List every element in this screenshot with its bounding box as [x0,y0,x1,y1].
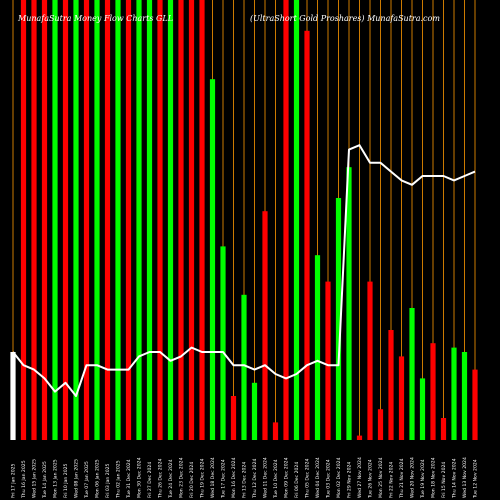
volume-bar [199,0,205,440]
volume-bar [146,0,153,440]
x-tick-label: Thu 26 Dec 2024 [158,458,164,499]
x-tick-label: Thu 14 Nov 2024 [452,458,458,499]
volume-bar [314,255,321,440]
volume-bar [367,281,373,440]
x-tick-label: Thu 21 Nov 2024 [399,458,405,499]
volume-bar [304,30,310,441]
x-tick-label: Fri 15 Nov 2024 [441,462,447,498]
x-tick-label: Mon 16 Dec 2024 [231,457,237,498]
volume-bar [104,0,111,440]
volume-bar [178,0,184,440]
x-tick-label: Wed 20 Nov 2024 [410,457,416,498]
x-tick-label: Fri 03 Jan 2025 [105,463,111,498]
x-tick-label: Fri 27 Dec 2024 [147,462,153,498]
x-tick-label: Tue 07 Jan 2025 [84,461,90,499]
x-tick-label: Wed 11 Dec 2024 [263,457,269,498]
volume-bar [220,246,226,440]
volume-bar [188,0,195,440]
x-tick-label: Tue 31 Dec 2024 [126,459,132,499]
volume-bar [335,198,342,440]
volume-bar [62,0,69,440]
volume-bar [136,0,142,440]
volume-bar [251,382,258,440]
volume-bar [461,352,468,440]
volume-bar [209,79,216,440]
x-tick-label: Fri 06 Dec 2024 [294,462,300,498]
x-tick-label: Tue 12 Nov 2024 [473,459,479,499]
x-tick-label: Wed 27 Nov 2024 [357,457,363,498]
x-tick-label: Thu 16 Jan 2025 [21,460,27,499]
x-tick-label: Mon 13 Jan 2025 [53,459,59,498]
x-tick-label: Mon 09 Dec 2024 [284,457,290,498]
chart-subtitle: (UltraShort Gold Proshares) MunafaSutra.… [250,14,440,23]
volume-bar [451,347,457,440]
volume-bar [241,294,247,440]
volume-bar [20,0,27,440]
x-tick-label: Thu 12 Dec 2024 [252,458,258,499]
volume-bar [94,0,100,440]
x-tick-label: Fri 13 Dec 2024 [242,462,248,498]
x-tick-label: Fri 22 Nov 2024 [389,462,395,498]
volume-bar [325,281,331,440]
volume-bar [472,369,478,440]
volume-bar [52,0,58,440]
volume-bar [167,0,174,440]
x-tick-label: Wed 15 Jan 2025 [32,459,38,498]
volume-bar [125,0,132,440]
volume-bar [440,418,447,440]
volume-bar [283,0,289,440]
volume-bar [388,330,394,440]
volume-bar [293,0,300,440]
x-tick-label: Tue 10 Dec 2024 [273,459,279,499]
volume-bar [157,0,163,440]
volume-bar [115,0,121,440]
x-tick-label: Tue 14 Jan 2025 [42,461,48,499]
x-tick-label: Wed 08 Jan 2025 [74,459,80,498]
x-tick-label: Fri 29 Nov 2024 [347,462,353,498]
x-tick-label: Mon 02 Dec 2024 [336,457,342,498]
volume-bar [409,308,415,440]
x-tick-label: Mon 18 Nov 2024 [431,457,437,498]
x-tick-label: Tue 17 Dec 2024 [221,459,227,499]
volume-bar [262,211,268,440]
x-tick-label: Thu 05 Dec 2024 [305,458,311,499]
volume-bar [356,435,363,440]
x-tick-label: Mon 06 Jan 2025 [95,459,101,498]
x-tick-label: Tue 24 Dec 2024 [168,459,174,499]
x-tick-label: Wed 18 Dec 2024 [210,457,216,498]
x-tick-label: Mon 23 Dec 2024 [179,457,185,498]
x-tick-label: Tue 03 Dec 2024 [326,459,332,499]
volume-bar [430,343,436,440]
volume-bar [10,352,16,440]
x-tick-label: Tue 26 Nov 2024 [368,459,374,499]
x-tick-label: Thu 19 Dec 2024 [200,458,206,499]
volume-bar [230,396,237,440]
x-tick-label: Mon 25 Nov 2024 [378,457,384,498]
x-tick-label: Wed 04 Dec 2024 [315,457,321,498]
volume-bar [31,0,37,440]
x-tick-label: Fri 17 Jan 2025 [11,463,17,498]
volume-bar [419,378,426,440]
x-tick-label: Fri 10 Jan 2025 [63,463,69,498]
chart-title: MunafaSutra Money Flow Charts GLL [18,14,173,23]
volume-bar [41,0,48,440]
volume-bar [83,0,90,440]
x-tick-label: Wed 13 Nov 2024 [462,457,468,498]
volume-bar [377,409,384,440]
x-tick-label: Tue 19 Nov 2024 [420,459,426,499]
average-line [12,144,476,397]
x-tick-label: Mon 30 Dec 2024 [137,457,143,498]
volume-bar [73,0,79,440]
volume-bar [346,167,352,440]
x-tick-label: Thu 02 Jan 2025 [116,460,122,499]
volume-bar [272,422,279,440]
volume-bar [398,356,405,440]
x-tick-label: Fri 20 Dec 2024 [189,462,195,498]
